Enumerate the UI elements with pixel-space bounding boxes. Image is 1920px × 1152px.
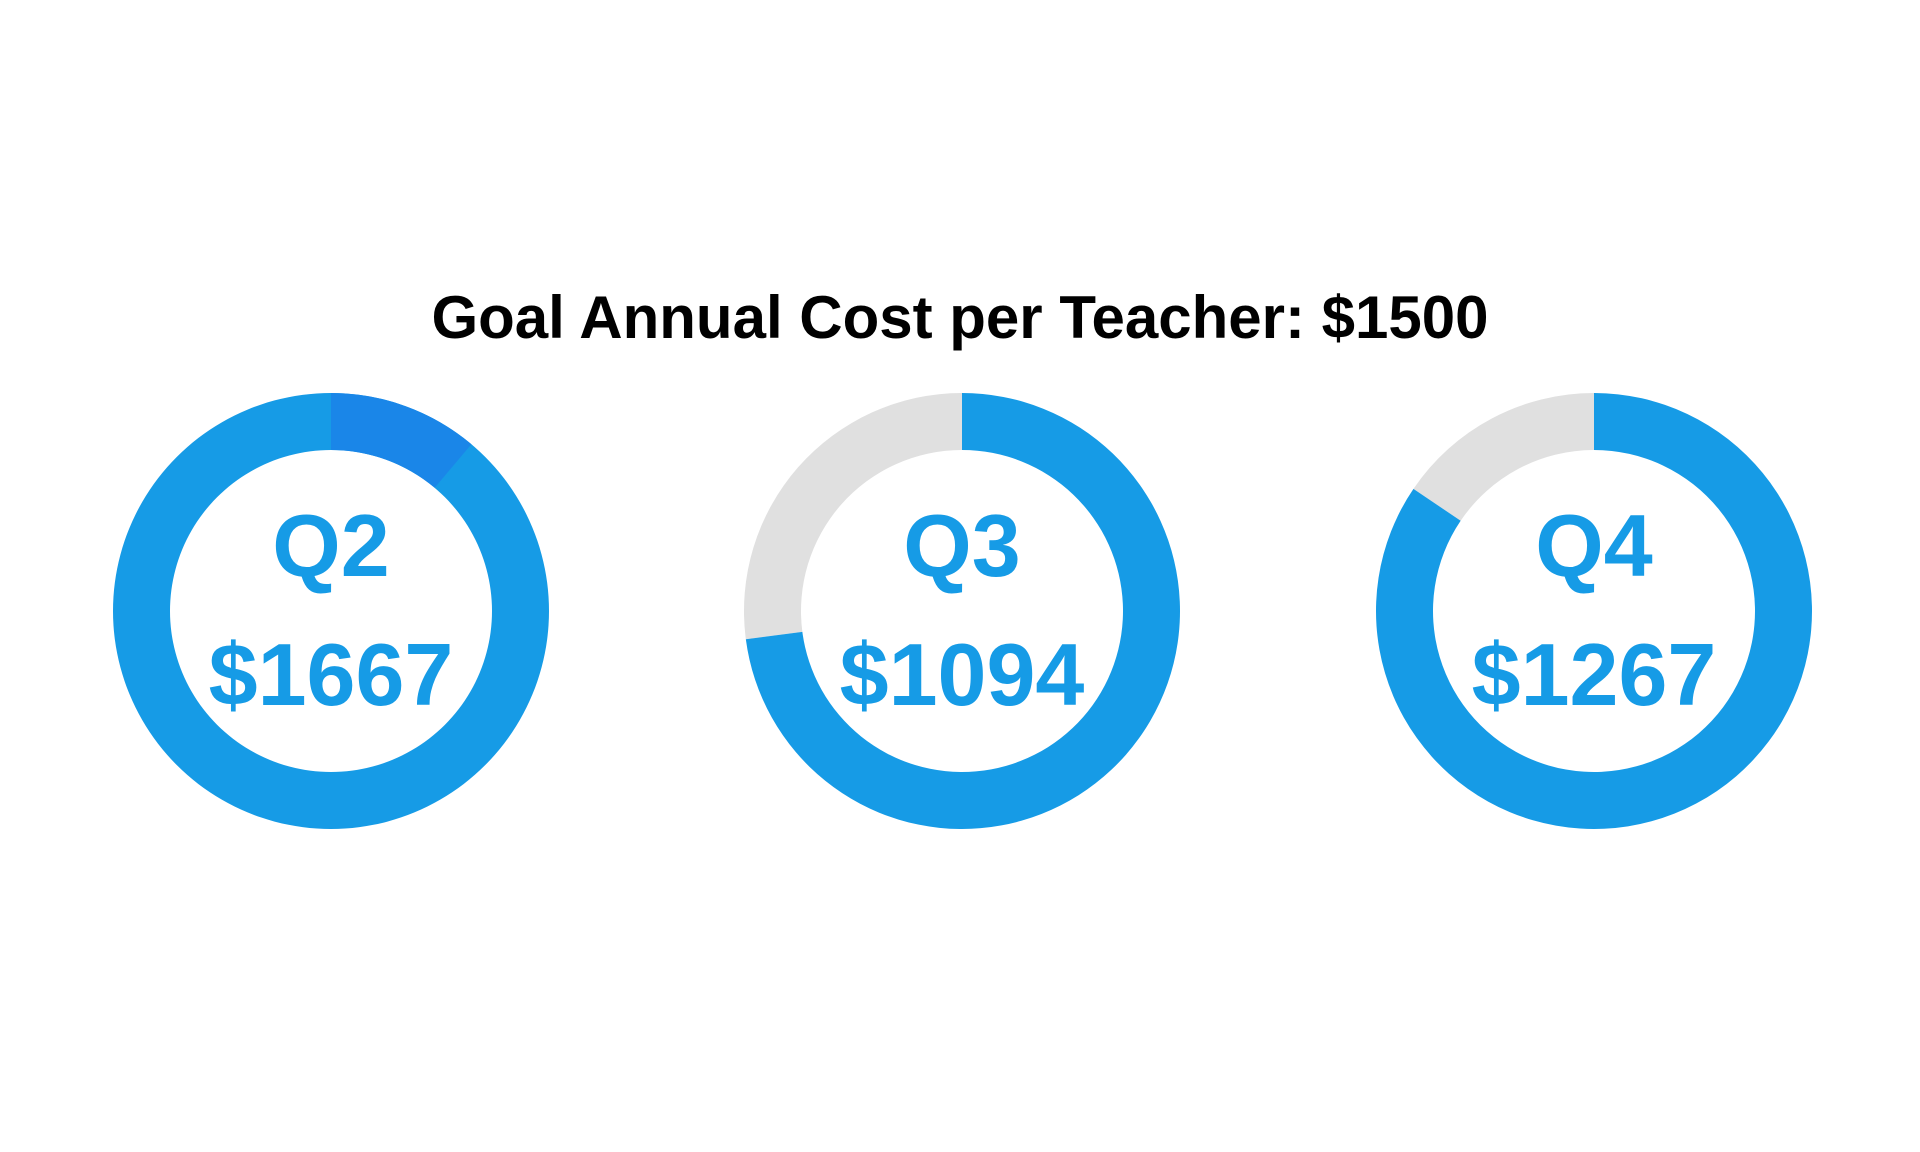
- donut-q3: Q3 $1094: [743, 393, 1180, 829]
- donut-layer: Q2 $1667 Q3 $1094 Q4 $1267: [112, 393, 1812, 829]
- donut-remaining-arc: [743, 393, 962, 640]
- quarter-label: Q4: [1535, 496, 1652, 595]
- donut-q4: Q4 $1267: [1375, 393, 1812, 829]
- donut-q2: Q2 $1667: [112, 393, 549, 829]
- quarter-label: Q2: [272, 496, 389, 595]
- value-label: $1267: [1472, 625, 1717, 724]
- value-label: $1667: [209, 625, 454, 724]
- donut-progress-arc: [112, 393, 549, 829]
- donut-overflow-arc: [331, 393, 472, 488]
- value-label: $1094: [840, 625, 1085, 724]
- chart-title: Goal Annual Cost per Teacher: $1500: [431, 284, 1488, 351]
- donut-remaining-arc: [1413, 393, 1594, 521]
- quarter-label: Q3: [903, 496, 1020, 595]
